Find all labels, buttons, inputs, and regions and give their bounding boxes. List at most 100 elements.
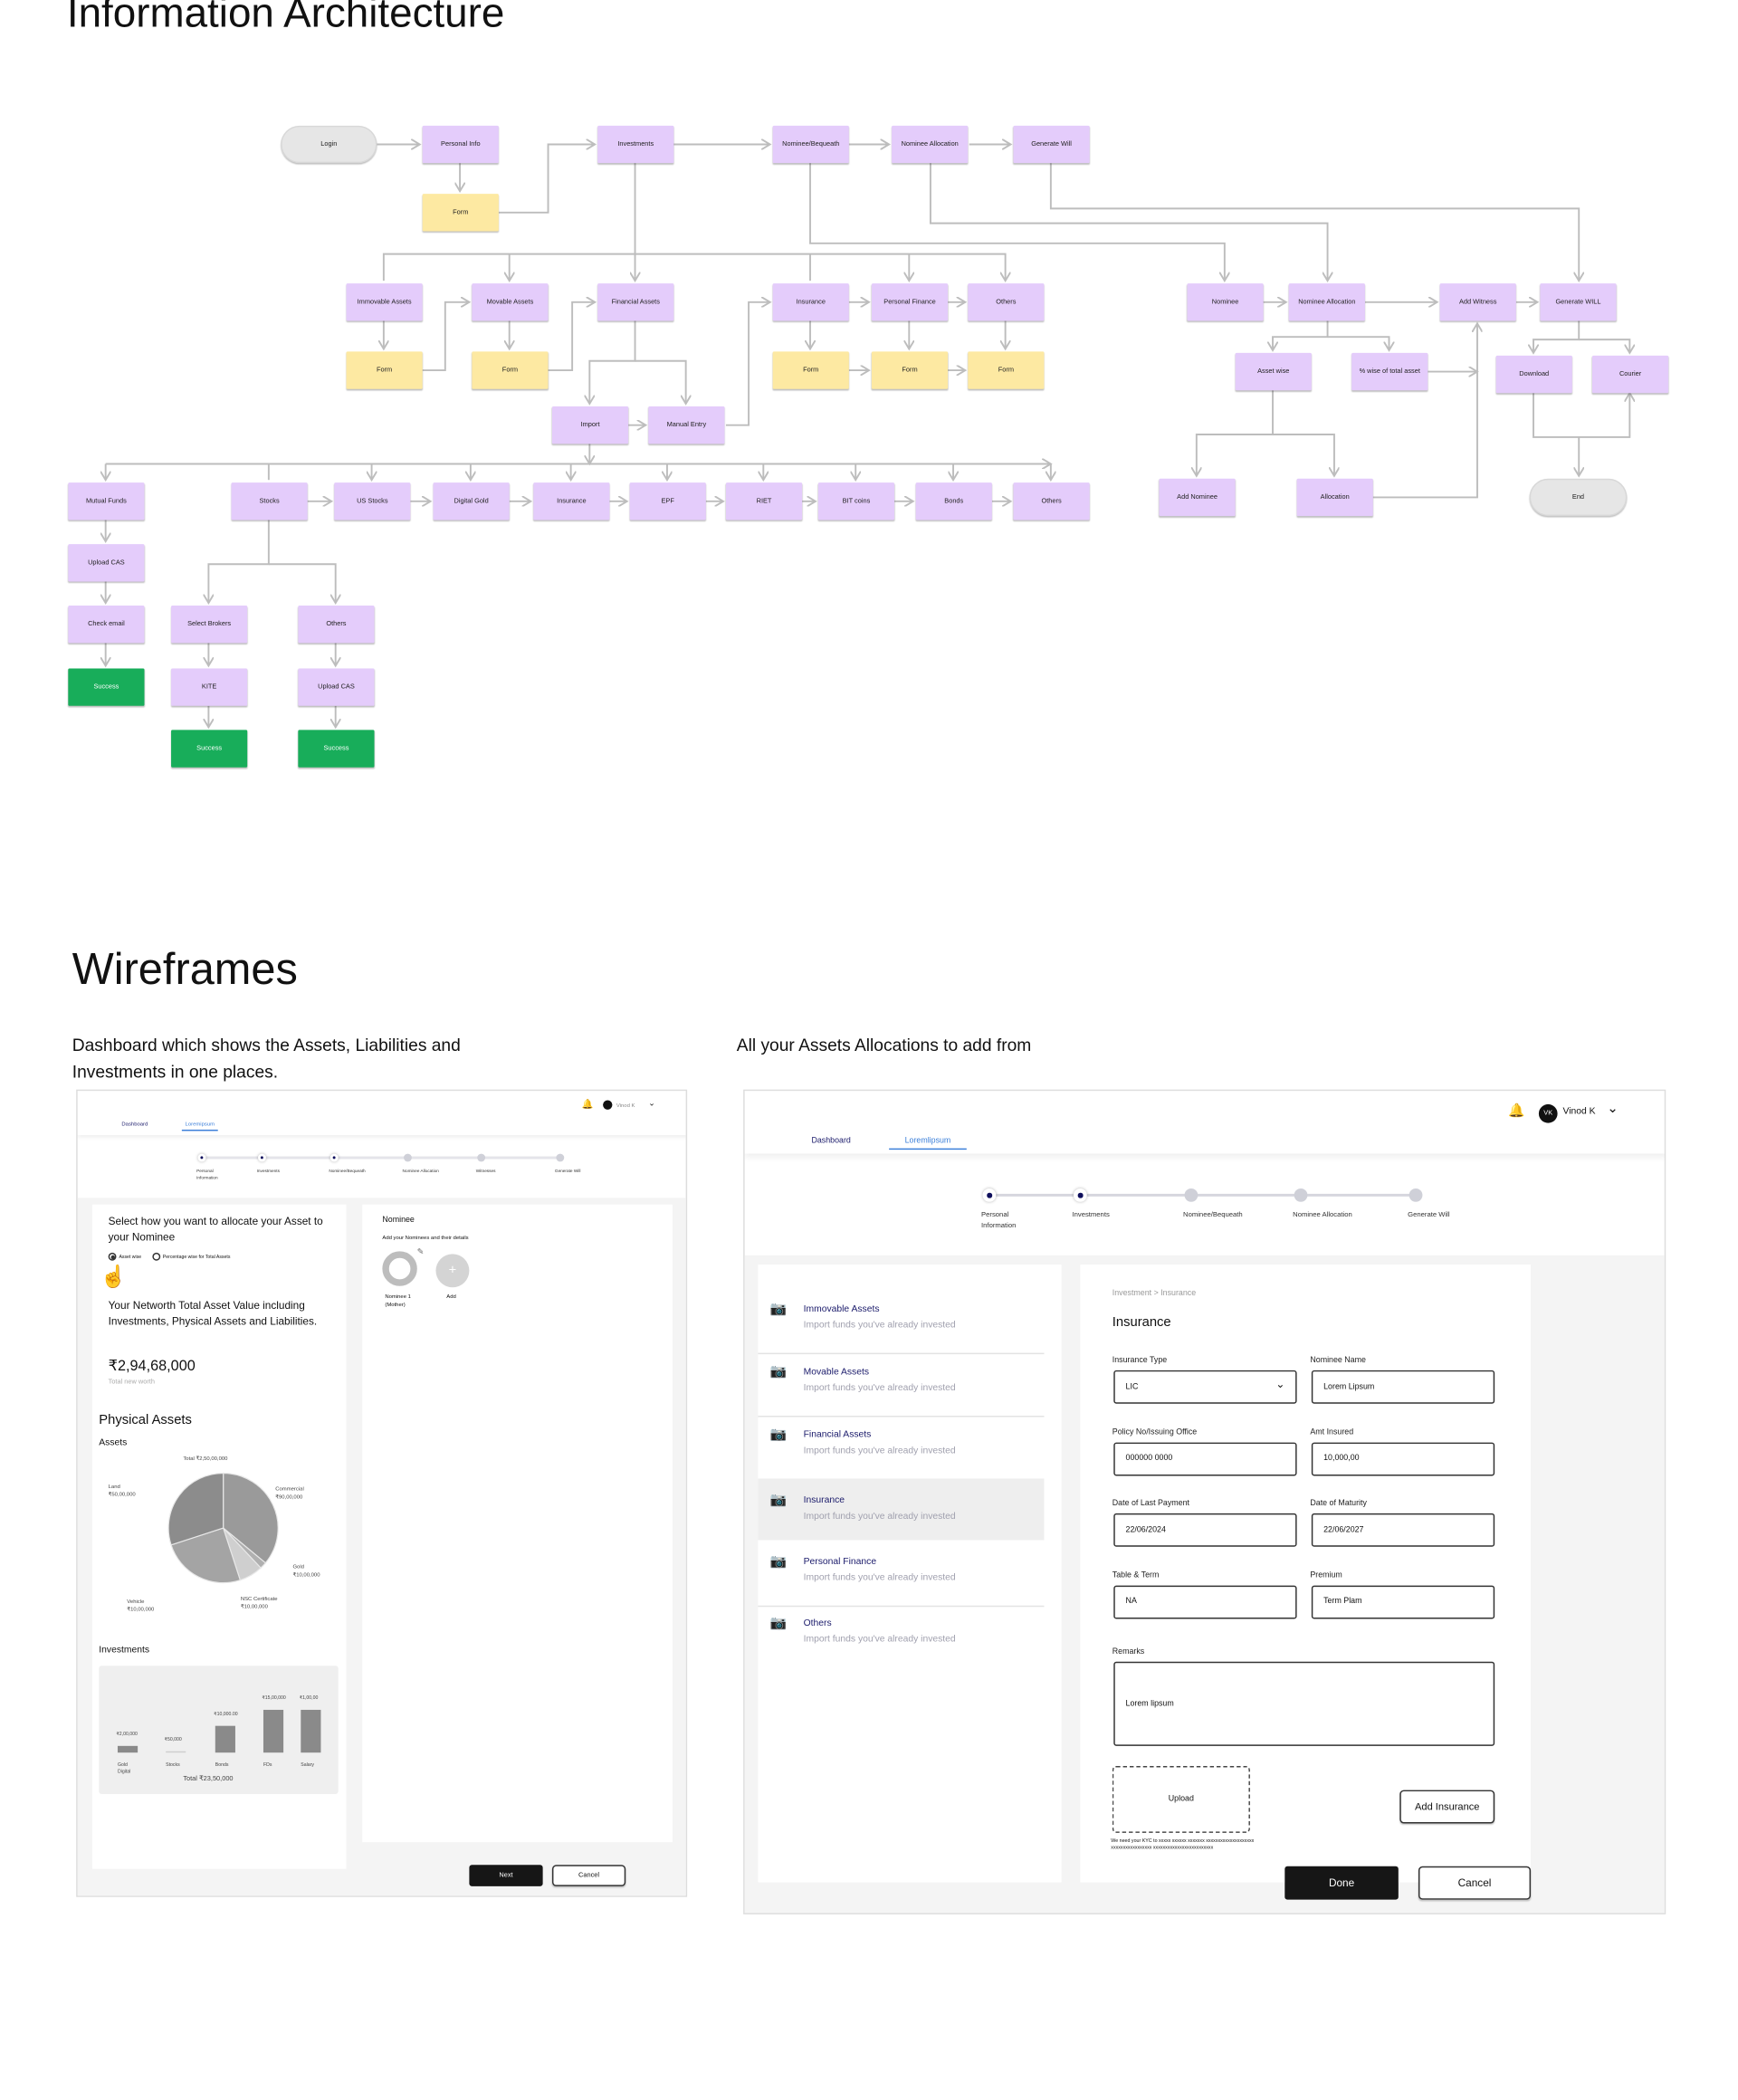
avatar[interactable] [603,1100,613,1110]
field-input[interactable]: Lorem Lipsum [1311,1370,1495,1404]
field-input[interactable]: 10,000,00 [1311,1441,1495,1475]
networth-description: Your Networth Total Asset Value includin… [108,1299,318,1328]
flow-node-asset-wise: Asset wise [1235,352,1312,391]
pie-label-value: ₹10,00,000 [127,1605,155,1613]
radio-percentage-wise[interactable]: Percentage wise for Total Assets [151,1252,230,1261]
bar-fds [263,1709,284,1753]
camera-icon: 📷 [769,1364,788,1380]
tab-loremipsum[interactable]: Loremipsum [181,1121,218,1131]
category-item-others[interactable]: 📷 Others Import funds you've already inves… [758,1606,1044,1659]
category-list: 📷 Immovable Assets Import funds you've alr… [758,1265,1062,1883]
pie-label-name: Commercial [275,1484,304,1493]
field-value: 22/06/2024 [1125,1525,1166,1534]
flow-node-upload-cas: Upload CAS [298,668,375,706]
chevron-down-icon[interactable]: ⌄ [1607,1101,1619,1117]
edit-pencil-icon[interactable]: ✎ [416,1248,425,1257]
upload-dropzone[interactable]: Upload [1112,1765,1250,1833]
nominee-subtitle: Add your Nominees and their details [382,1234,469,1241]
field-value: NA [1125,1597,1137,1606]
pie-label: Land ₹50,00,000 [109,1483,136,1499]
flow-connector [422,302,470,372]
radio-asset-wise[interactable]: Asset wise [108,1252,141,1261]
pie-label-name: Vehicle [127,1597,145,1605]
flow-node-nominee-allocation: Nominee Allocation [1288,283,1365,321]
allocate-question: Select how you want to allocate your Ass… [108,1215,323,1244]
category-subtitle: Import funds you've already invested [803,1635,956,1645]
category-subtitle: Import funds you've already invested [803,1383,956,1393]
flow-connector [1273,434,1334,476]
category-item-movable-assets[interactable]: 📷 Movable Assets Import funds you've alrea… [758,1354,1044,1408]
pie-label: Commercial ₹90,00,000 [275,1485,304,1502]
insurance-type-select[interactable]: LIC ⌄ [1113,1370,1297,1404]
category-item-immovable-assets[interactable]: 📷 Immovable Assets Import funds you've alr… [758,1292,1044,1345]
bell-icon[interactable]: 🔔 [1507,1103,1525,1120]
flow-connector [1327,336,1389,350]
category-item-financial-assets[interactable]: 📷 Financial Assets Import funds you've alr… [758,1418,1044,1471]
bar-category-label: FDs [263,1761,272,1768]
field-value: LIC [1125,1382,1139,1391]
assets-subtitle: Assets [99,1438,128,1448]
field-label: Date of Maturity [1310,1500,1367,1508]
flow-connector [498,145,595,214]
avatar[interactable]: VK [1538,1103,1558,1123]
flow-node-mutual-funds: Mutual Funds [68,482,145,520]
pie-total: Total ₹2,50,00,000 [183,1454,228,1462]
divider [758,1352,1045,1355]
nominee-avatar[interactable] [382,1251,417,1286]
user-name: Vinod K [1562,1106,1596,1117]
field-input[interactable]: 22/06/2027 [1311,1513,1495,1547]
tab-dashboard[interactable]: Dashboard [811,1137,851,1146]
done-button[interactable]: Done [1284,1866,1399,1900]
tab-loremlipsum[interactable]: Loremlipsum [889,1138,967,1150]
camera-icon: 📷 [769,1427,788,1443]
step-dot [477,1153,486,1162]
field-input[interactable]: NA [1113,1584,1297,1618]
add-label: Add [446,1293,456,1300]
pie-label-value: ₹10,00,000 [240,1602,268,1610]
nominee-1-label: Nominee 1 (Mother) [385,1293,411,1308]
bell-icon[interactable]: 🔔 [581,1100,594,1110]
field-input[interactable]: 000000 0000 [1113,1441,1297,1475]
flow-node-insurance: Insurance [533,482,610,520]
bar-category-label: Bonds [215,1761,229,1768]
cancel-button[interactable]: Cancel [1418,1866,1532,1900]
flow-node-movable-assets: Movable Assets [472,283,549,321]
flow-node-form: Form [422,194,499,232]
step-label: Generate Will [1408,1211,1450,1219]
remarks-textarea[interactable]: Lorem lipsum [1113,1661,1495,1746]
flow-node-nominee-bequeath: Nominee/Bequeath [772,125,849,164]
plus-icon: + [448,1263,457,1278]
field-input[interactable]: Term Plam [1311,1584,1495,1618]
flow-node-epf: EPF [629,482,706,520]
add-nominee-button[interactable]: + [435,1254,470,1288]
category-subtitle: Import funds you've already invested [803,1573,956,1583]
breadcrumb[interactable]: Investment > Insurance [1112,1290,1197,1299]
category-item-personal-finance[interactable]: 📷 Personal Finance Import funds you've alr… [758,1544,1044,1598]
flow-node-form: Form [871,351,949,389]
nominee-card: Nominee Add your Nominees and their deta… [362,1204,673,1843]
investments-title: Investments [99,1646,150,1656]
category-item-insurance[interactable]: 📷 Insurance Import funds you've already in… [758,1483,1044,1536]
bar-bonds [215,1725,235,1753]
category-subtitle: Import funds you've already invested [803,1446,956,1456]
field-value: 10,000,00 [1323,1454,1360,1463]
cancel-button[interactable]: Cancel [551,1865,626,1886]
tab-dashboard[interactable]: Dashboard [121,1120,148,1128]
radio-empty-icon [151,1252,160,1261]
flow-node-success: Success [298,730,375,768]
header [745,1091,1665,1153]
step-label: Personal Information [196,1168,218,1180]
step-label: Witnesses [475,1168,496,1174]
next-button[interactable]: Next [469,1865,543,1886]
step-dot [1073,1188,1087,1202]
flow-node-manual-entry: Manual Entry [648,406,725,444]
bar-value-label: ₹15,00,000 [262,1694,286,1701]
chevron-down-icon[interactable]: ⌄ [648,1100,655,1109]
add-insurance-button[interactable]: Add Insurance [1399,1790,1495,1824]
user-name: Vinod K [616,1101,635,1109]
flow-node-courier: Courier [1591,355,1669,394]
step-dot [404,1153,412,1162]
field-input[interactable]: 22/06/2024 [1113,1513,1297,1547]
pie-label-name: Gold [292,1562,304,1570]
pie-label: Gold ₹10,00,000 [292,1562,320,1579]
